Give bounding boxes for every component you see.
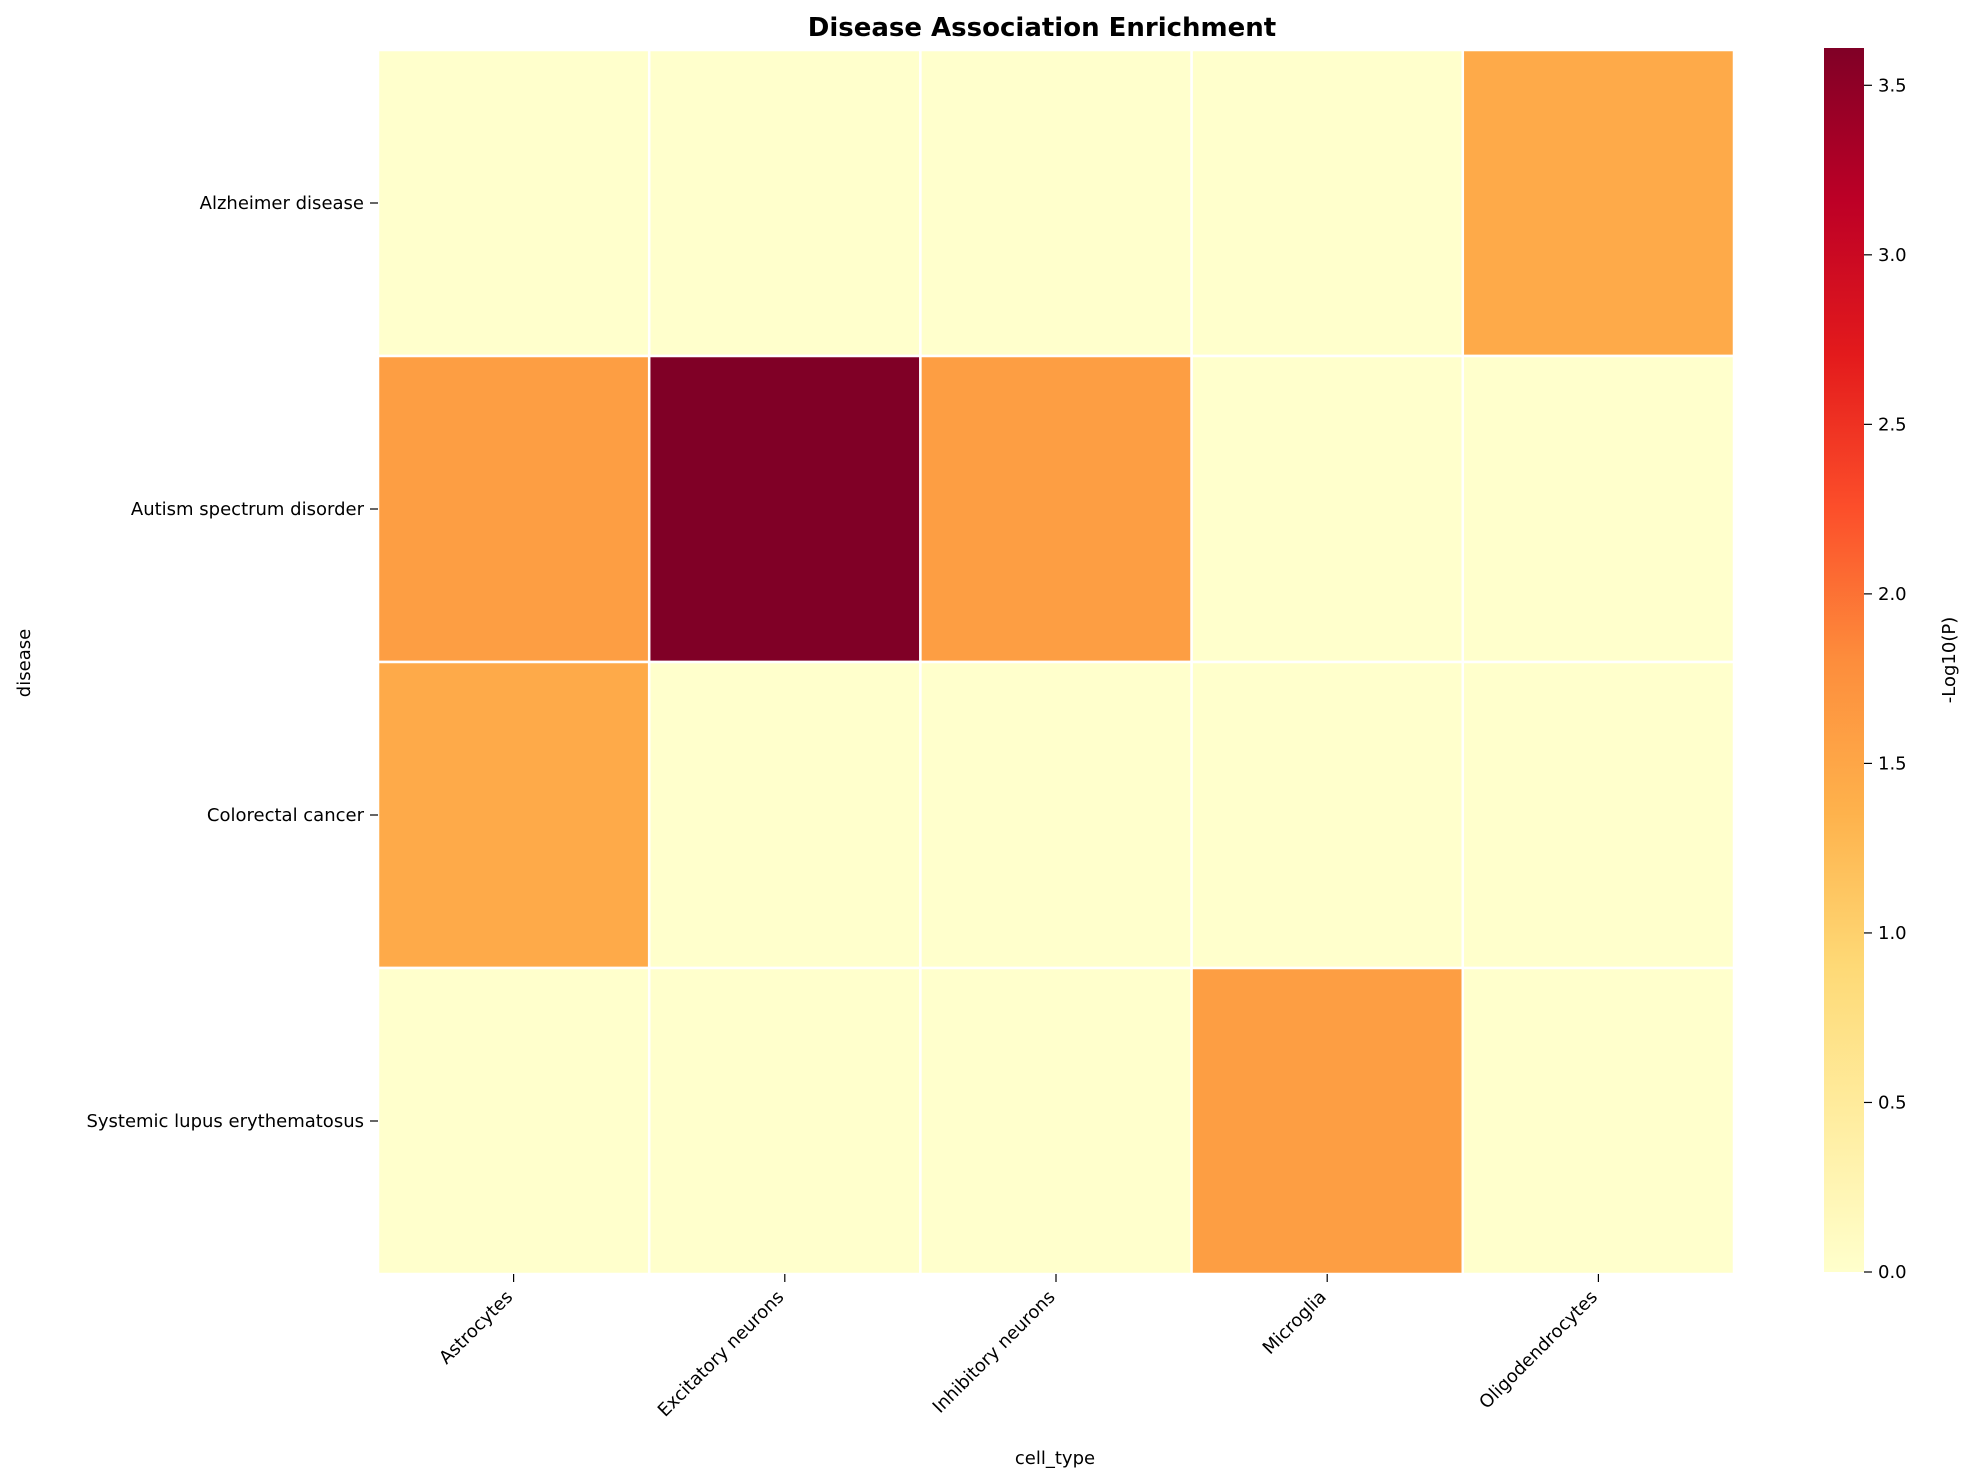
colorbar-tick-label: 3.5 — [1878, 75, 1907, 96]
x-axis-ticks: Astrocytes Excitatory neurons Inhibitory n… — [435, 1274, 1602, 1421]
x-tick-label: Excitatory neurons — [654, 1287, 789, 1422]
colorbar-label: -Log10(P) — [1939, 617, 1960, 703]
heatmap-cell — [376, 660, 651, 970]
colorbar-tick-label: 3.0 — [1878, 245, 1907, 266]
colorbar-tick-label: 1.0 — [1878, 923, 1907, 944]
colorbar-tick-label: 2.5 — [1878, 414, 1907, 435]
colorbar-tick-label: 1.5 — [1878, 753, 1907, 774]
y-tick-label: Alzheimer disease — [200, 193, 364, 214]
heatmap-cell — [376, 48, 651, 358]
colorbar-tick-label: 0.0 — [1878, 1262, 1907, 1283]
y-tick-label: Colorectal cancer — [207, 805, 365, 826]
x-tick-label: Astrocytes — [435, 1287, 517, 1369]
x-tick-label: Inhibitory neurons — [929, 1287, 1060, 1418]
heatmap-cell — [1190, 660, 1465, 970]
colorbar — [1824, 48, 1864, 1272]
heatmap-cell — [647, 660, 922, 970]
heatmap-cell — [647, 48, 922, 358]
x-axis-label: cell_type — [1015, 1448, 1095, 1469]
colorbar-tick-label: 2.0 — [1878, 584, 1907, 605]
y-axis-label: disease — [14, 629, 35, 697]
x-tick-label: Microglia — [1259, 1287, 1331, 1359]
heatmap-cell — [647, 966, 922, 1276]
heatmap-cell — [1461, 966, 1736, 1276]
x-tick-label: Oligodendrocytes — [1475, 1287, 1602, 1414]
heatmap-cell — [1190, 966, 1465, 1276]
heatmap-cell — [1190, 354, 1465, 664]
heatmap-cell — [919, 354, 1193, 664]
heatmap-cell — [1190, 48, 1465, 358]
y-tick-label: Systemic lupus erythematosus — [86, 1111, 364, 1132]
colorbar-tick-label: 0.5 — [1878, 1092, 1907, 1113]
y-axis-ticks: Alzheimer disease Autism spectrum disorde… — [86, 193, 378, 1132]
heatmap-cell — [376, 354, 651, 664]
heatmap-cell — [919, 660, 1193, 970]
heatmap-cell — [376, 966, 651, 1276]
heatmap-cell — [1461, 660, 1736, 970]
heatmap-cell — [919, 966, 1193, 1276]
heatmap-cell — [1461, 354, 1736, 664]
y-tick-label: Autism spectrum disorder — [131, 499, 365, 520]
heatmap-cell — [647, 354, 922, 664]
chart-title: Disease Association Enrichment — [808, 13, 1276, 43]
heatmap-cells — [376, 48, 1736, 1276]
heatmap-cell — [919, 48, 1193, 358]
heatmap-cell — [1461, 48, 1736, 358]
colorbar-ticks: 0.0 0.5 1.0 1.5 2.0 2.5 3.0 3.5 — [1864, 75, 1907, 1283]
